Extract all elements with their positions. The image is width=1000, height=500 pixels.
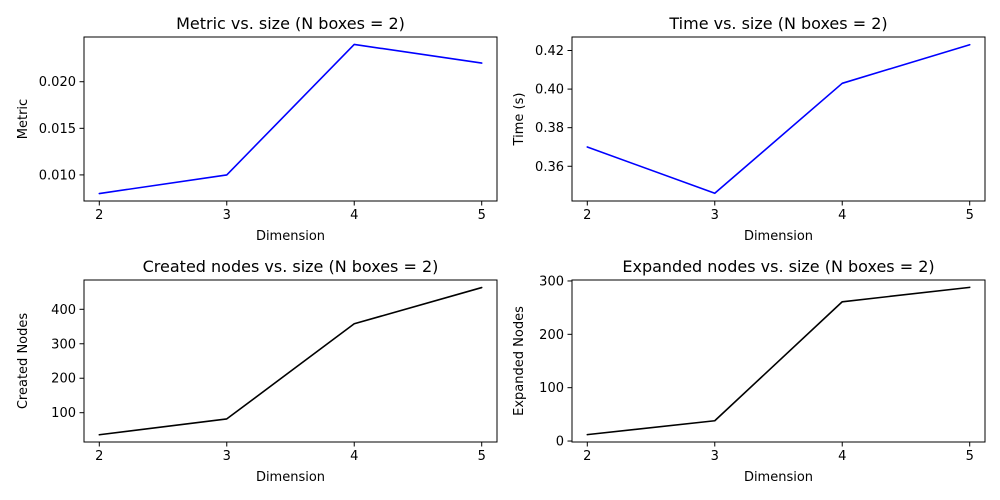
series-line [98,286,483,436]
y-tick-label: 0.015 [39,122,76,137]
chart-title: Created nodes vs. size (N boxes = 2) [143,257,439,276]
x-tick-label: 2 [95,208,103,223]
y-tick-label: 200 [539,328,564,343]
x-axis-label: Dimension [256,470,325,485]
subplot-4: 2 3 4 5 0 100 200 300 Expanded nodes vs. size (N… [512,257,986,485]
y-tick-label: 400 [51,303,76,318]
plot-frame [571,36,986,202]
y-tick-label: 100 [539,381,564,396]
y-tick-label: 0.38 [535,121,564,136]
x-tick-label: 5 [966,449,974,464]
x-axis-label: Dimension [744,470,813,485]
y-axis-label: Time (s) [512,93,527,147]
x-tick-label: 5 [478,208,486,223]
x-tick-label: 3 [711,449,719,464]
chart-title: Metric vs. size (N boxes = 2) [176,14,405,33]
x-tick-label: 3 [223,208,231,223]
y-axis-label: Metric [16,99,31,139]
x-tick-label: 4 [350,208,358,223]
chart-title: Expanded nodes vs. size (N boxes = 2) [622,257,934,276]
y-axis-label: Expanded Nodes [512,306,527,416]
plot-frame [83,279,498,443]
x-tick-label: 4 [838,449,846,464]
x-tick-label: 2 [95,449,103,464]
plot-frame [83,36,498,202]
x-axis-label: Dimension [256,229,325,244]
y-tick-label: 0.40 [535,83,564,98]
x-tick-label: 2 [583,449,591,464]
series-line [586,286,971,436]
y-tick-label: 0.36 [535,160,564,175]
y-tick-label: 0.010 [39,168,76,183]
x-tick-label: 4 [350,449,358,464]
x-tick-label: 5 [966,208,974,223]
y-tick-label: 300 [539,274,564,289]
subplot-2: 2 3 4 5 0.36 0.38 0.40 0.42 Time vs. size (N box… [512,14,986,244]
x-tick-label: 4 [838,208,846,223]
x-tick-label: 5 [478,449,486,464]
y-tick-label: 0.020 [39,75,76,90]
chart-title: Time vs. size (N boxes = 2) [668,14,887,33]
plot-frame [571,279,986,443]
subplot-3: 2 3 4 5 100 200 300 400 Created nodes vs. size (… [16,257,498,485]
y-tick-label: 0 [556,435,564,450]
y-tick-label: 0.42 [535,44,564,59]
x-tick-label: 2 [583,208,591,223]
series-line [98,43,483,195]
y-tick-label: 300 [51,337,76,352]
y-axis-label: Created Nodes [16,313,31,410]
x-tick-label: 3 [711,208,719,223]
y-tick-label: 200 [51,372,76,387]
x-axis-label: Dimension [744,229,813,244]
x-tick-label: 3 [223,449,231,464]
y-tick-label: 100 [51,406,76,421]
series-line [586,43,971,195]
subplot-1: 2 3 4 5 0.010 0.015 0.020 Metric vs. size (N bo… [16,14,498,244]
